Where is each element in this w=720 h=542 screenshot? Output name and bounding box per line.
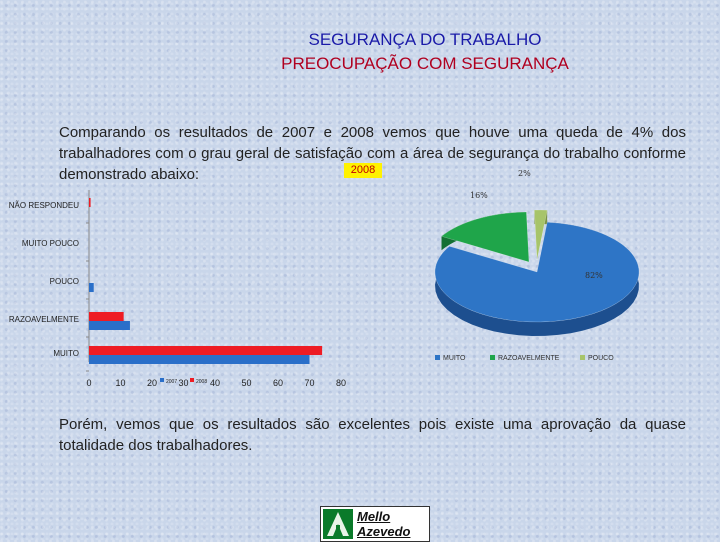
bar-category-label: RAZOAVELMENTE (9, 315, 79, 324)
pie-slice (440, 211, 530, 263)
bar-2008 (89, 346, 323, 355)
bar-x-tick-label: 70 (304, 378, 314, 388)
pie-slice (534, 209, 548, 261)
pie-legend-label: POUCO (588, 355, 614, 362)
pie-data-label: 82% (585, 271, 603, 280)
page-subtitle: PREOCUPAÇÃO COM SEGURANÇA (281, 54, 569, 73)
bar-x-tick-label: 20 (147, 378, 157, 388)
pie-legend-label: RAZOAVELMENTE (498, 355, 560, 362)
page-title: SEGURANÇA DO TRABALHO (308, 30, 542, 49)
bar-category-label: NÃO RESPONDEU (9, 201, 79, 210)
pie-legend-swatch (490, 355, 495, 360)
pie-chart: 82% 16% 2% MUITO RAZOAVELMENTE POUCO (434, 169, 640, 362)
bar-category-label: POUCO (50, 277, 79, 286)
horizontal-bar-chart: NÃO RESPONDEU MUITO POUCO POUCO RAZOAVELMEN… (9, 190, 346, 388)
bar-2008 (89, 312, 124, 321)
pie-legend-label: MUITO (443, 355, 466, 362)
bar-x-tick-label: 60 (273, 378, 283, 388)
pie-legend-swatch (580, 355, 585, 360)
conclusion-paragraph: Porém, vemos que os resultados são excel… (59, 416, 686, 454)
legend-swatch (160, 378, 164, 382)
pie-legend-swatch (435, 355, 440, 360)
logo-text-line1: Mello (357, 509, 391, 524)
legend-label: 2008 (196, 379, 207, 385)
pie-slice (434, 221, 640, 323)
company-logo: Mello Azevedo (320, 506, 430, 542)
bar-category-label: MUITO (53, 349, 79, 358)
bar-x-tick-label: 0 (86, 378, 91, 388)
intro-paragraph: Comparando os resultados de 2007 e 2008 … (59, 124, 686, 183)
bar-2008 (89, 198, 91, 207)
bar-2007 (89, 355, 310, 364)
bar-category-label: MUITO POUCO (22, 239, 79, 248)
logo-mark-icon (323, 509, 353, 539)
year-badge: 2008 (344, 163, 382, 178)
bar-x-tick-label: 30 (178, 378, 188, 388)
bar-x-tick-label: 80 (336, 378, 346, 388)
bar-2007 (89, 283, 94, 292)
bar-x-tick-label: 40 (210, 378, 220, 388)
bar-2007 (89, 321, 130, 330)
pie-data-label: 16% (470, 191, 488, 200)
pie-data-label: 2% (518, 169, 531, 178)
bar-x-tick-label: 10 (115, 378, 125, 388)
legend-label: 2007 (166, 379, 177, 385)
logo-text-line2: Azevedo (357, 524, 411, 539)
legend-swatch (190, 378, 194, 382)
bar-x-tick-label: 50 (241, 378, 251, 388)
